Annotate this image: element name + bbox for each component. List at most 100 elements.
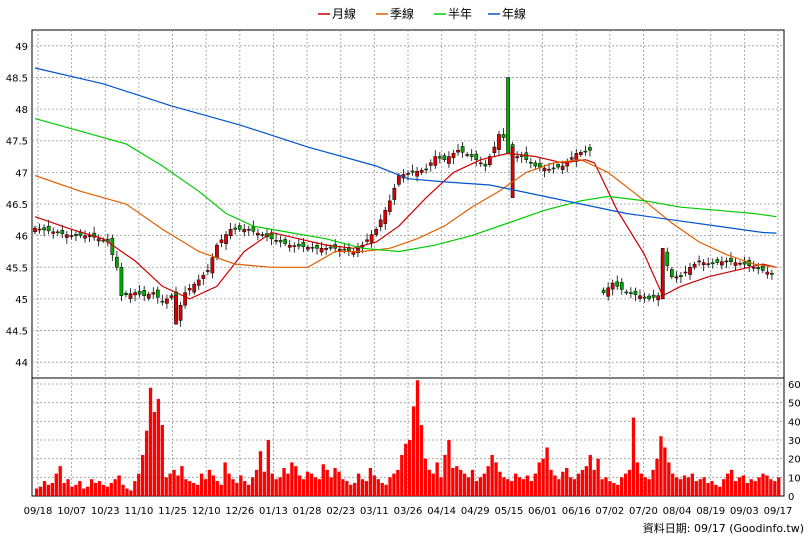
volume-bar bbox=[105, 486, 109, 496]
volume-bar bbox=[86, 486, 90, 496]
candle-body bbox=[433, 156, 438, 166]
volume-bar bbox=[262, 471, 267, 496]
candle-body bbox=[392, 187, 397, 200]
volume-bar bbox=[353, 482, 357, 496]
candle-body bbox=[715, 259, 720, 263]
price-tick-label: 49 bbox=[15, 42, 28, 53]
candle-body bbox=[137, 291, 142, 295]
volume-bar bbox=[757, 477, 761, 496]
candle-body bbox=[115, 256, 119, 268]
candle-body bbox=[328, 246, 333, 249]
volume-bar bbox=[376, 479, 380, 496]
candle-body bbox=[69, 235, 74, 237]
candle-body bbox=[683, 271, 688, 274]
volume-bar bbox=[278, 477, 282, 496]
candle-body bbox=[751, 267, 756, 269]
candle-body bbox=[542, 167, 547, 172]
x-tick-label: 04/14 bbox=[427, 506, 456, 517]
volume-bar bbox=[451, 468, 455, 496]
candle-body bbox=[724, 260, 729, 263]
candle-body bbox=[206, 270, 210, 272]
candle-body bbox=[551, 167, 556, 170]
candle-body bbox=[742, 261, 747, 265]
volume-bar bbox=[671, 473, 675, 496]
volume-bar bbox=[627, 469, 632, 496]
x-tick-label: 10/07 bbox=[57, 506, 86, 517]
candle-body bbox=[224, 234, 228, 244]
volume-bar bbox=[517, 477, 522, 496]
candle-body bbox=[146, 293, 151, 299]
candle-body bbox=[442, 155, 447, 160]
candle-body bbox=[178, 304, 183, 321]
candle-body bbox=[642, 296, 647, 299]
price-tick-label: 48.5 bbox=[6, 73, 28, 84]
candle-body bbox=[456, 149, 460, 153]
candle-body bbox=[310, 246, 315, 249]
legend-label: 月線 bbox=[332, 6, 356, 21]
price-tick-label: 46.5 bbox=[6, 200, 28, 211]
volume-bar bbox=[360, 479, 365, 496]
volume-bar bbox=[144, 430, 149, 496]
volume-bar bbox=[545, 447, 549, 496]
moving-average-2 bbox=[34, 118, 777, 253]
x-tick-label: 09/03 bbox=[730, 506, 759, 517]
legend-label: 年線 bbox=[502, 6, 526, 21]
candle-body bbox=[679, 275, 683, 278]
volume-bar bbox=[266, 440, 270, 496]
candle-body bbox=[410, 170, 415, 173]
x-tick-label: 11/25 bbox=[158, 506, 187, 517]
candle-body bbox=[383, 210, 388, 224]
volume-bar bbox=[447, 440, 451, 496]
candle-body bbox=[169, 295, 174, 298]
volume-bar bbox=[345, 481, 349, 496]
volume-bar bbox=[733, 481, 738, 496]
candle-body bbox=[356, 248, 360, 253]
candle-body bbox=[460, 146, 465, 153]
candle-body bbox=[215, 244, 219, 259]
candle-body bbox=[633, 290, 638, 295]
moving-average-0 bbox=[34, 152, 777, 300]
volume-bar bbox=[356, 473, 361, 496]
candle-body bbox=[524, 152, 529, 160]
volume-bar bbox=[58, 466, 62, 496]
volume-bar bbox=[667, 462, 671, 496]
volume-bar bbox=[529, 481, 534, 496]
volume-bar bbox=[109, 482, 113, 496]
volume-bar bbox=[199, 473, 204, 496]
candle-body bbox=[387, 200, 392, 212]
volume-bar bbox=[761, 473, 765, 496]
price-tick-label: 47 bbox=[15, 168, 28, 179]
volume-bar bbox=[192, 482, 196, 496]
volume-bar bbox=[714, 484, 718, 496]
x-tick-label: 04/29 bbox=[461, 506, 490, 517]
candle-body bbox=[151, 292, 156, 295]
volume-bar bbox=[384, 484, 388, 496]
x-tick-label: 06/01 bbox=[528, 506, 557, 517]
candle-body bbox=[729, 258, 733, 262]
price-tick-label: 44 bbox=[15, 358, 28, 369]
volume-bar bbox=[419, 425, 424, 496]
volume-bar bbox=[301, 479, 306, 496]
volume-bar bbox=[521, 479, 526, 496]
candle-body bbox=[419, 170, 424, 173]
volume-bar bbox=[584, 466, 589, 496]
volume-bar bbox=[333, 468, 337, 496]
candle-body bbox=[228, 229, 233, 237]
volume-bar bbox=[674, 477, 679, 496]
x-tick-label: 01/13 bbox=[259, 506, 288, 517]
volume-bar bbox=[93, 482, 98, 496]
volume-bar bbox=[777, 477, 781, 496]
volume-bar bbox=[121, 484, 125, 496]
x-tick-label: 03/26 bbox=[394, 506, 423, 517]
volume-bar bbox=[698, 479, 702, 496]
candle-body bbox=[451, 153, 456, 159]
x-tick-label: 02/23 bbox=[326, 506, 355, 517]
volume-bar bbox=[769, 479, 773, 496]
volume-bar bbox=[400, 454, 404, 496]
volume-bar bbox=[635, 462, 640, 496]
volume-bar bbox=[282, 468, 286, 496]
candle-body bbox=[183, 292, 187, 306]
volume-tick-label: 50 bbox=[788, 399, 801, 410]
candle-body bbox=[738, 263, 742, 265]
volume-bar bbox=[180, 466, 184, 496]
